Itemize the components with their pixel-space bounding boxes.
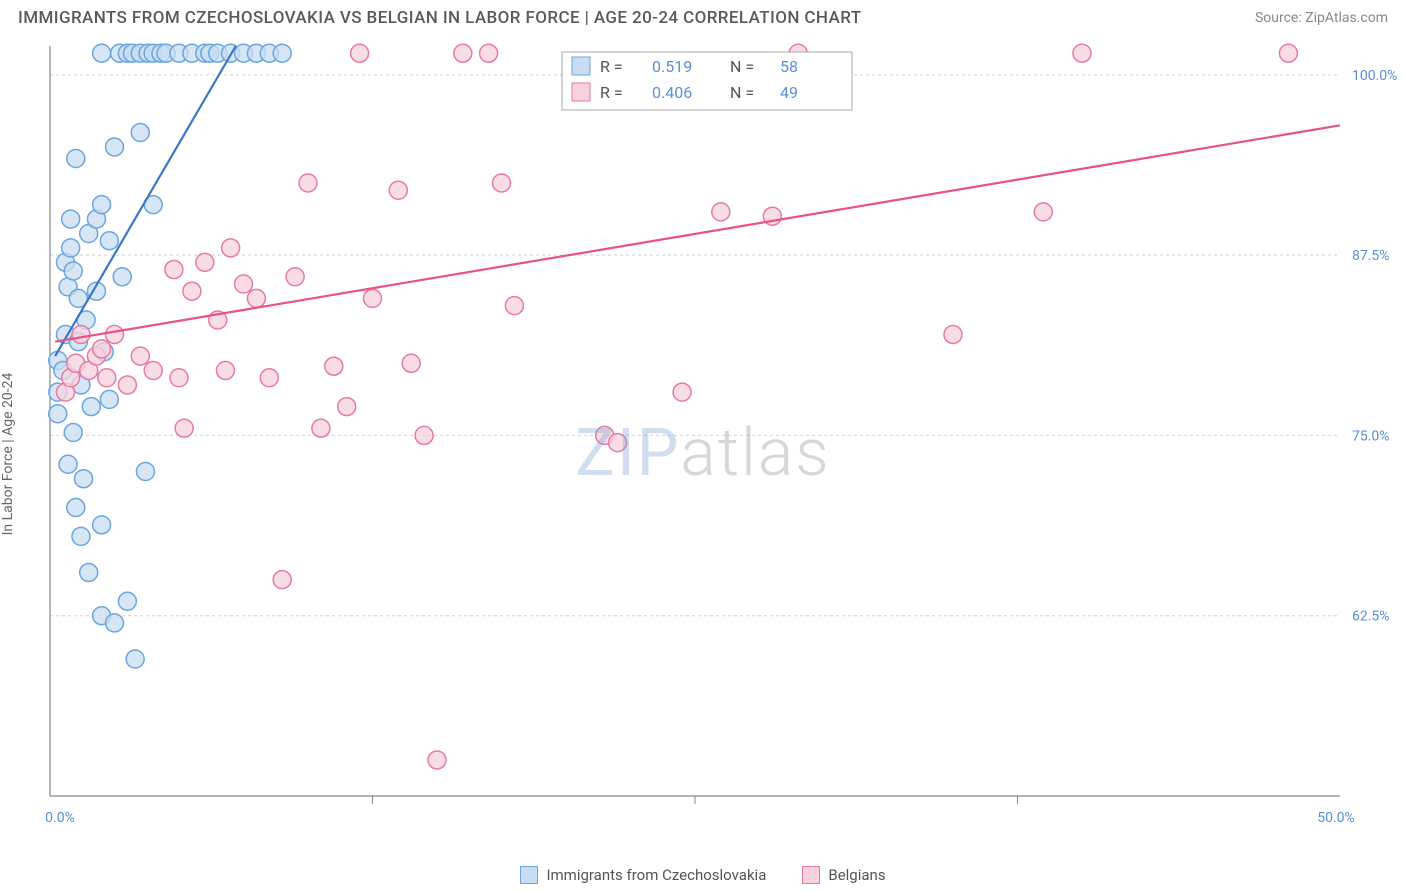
data-point [183, 282, 201, 300]
y-tick-label: 62.5% [1352, 609, 1390, 625]
data-point [222, 239, 240, 257]
data-point [216, 362, 234, 380]
data-point [351, 44, 369, 62]
data-point [75, 470, 93, 488]
trend-line [55, 46, 236, 356]
data-point [93, 44, 111, 62]
data-point [72, 325, 90, 343]
data-point [312, 419, 330, 437]
data-point [64, 424, 82, 442]
data-point [364, 289, 382, 307]
data-point [273, 44, 291, 62]
data-point [80, 563, 98, 581]
trend-line [55, 125, 1340, 341]
data-point [944, 325, 962, 343]
data-point [100, 390, 118, 408]
chart-legend: Immigrants from Czechoslovakia Belgians [0, 866, 1406, 884]
data-point [131, 347, 149, 365]
data-point [196, 253, 214, 271]
svg-text:50.0%: 50.0% [1317, 810, 1355, 826]
legend-swatch [802, 866, 820, 884]
y-tick-label: 87.5% [1352, 248, 1390, 264]
data-point [389, 181, 407, 199]
data-point [67, 499, 85, 517]
svg-text:49: 49 [780, 83, 798, 102]
data-point [64, 262, 82, 280]
data-point [712, 203, 730, 221]
data-point [106, 614, 124, 632]
data-point [62, 210, 80, 228]
svg-text:R =: R = [600, 57, 623, 76]
data-point [299, 174, 317, 192]
svg-text:58: 58 [780, 57, 798, 76]
data-point [493, 174, 511, 192]
data-point [402, 354, 420, 372]
data-point [126, 650, 144, 668]
legend-item: Belgians [802, 866, 885, 884]
legend-swatch [572, 57, 590, 75]
data-point [100, 232, 118, 250]
y-axis-label: In Labor Force | Age 20-24 [0, 373, 16, 536]
data-point [247, 289, 265, 307]
data-point [415, 426, 433, 444]
data-point [113, 268, 131, 286]
data-point [325, 357, 343, 375]
scatter-chart: 62.5% 75.0% 87.5% 100.0% 0.0% 50.0% R = 0.519 N … [0, 36, 1406, 856]
source-label: Source: ZipAtlas.com [1255, 10, 1388, 26]
data-point [144, 362, 162, 380]
svg-text:0.0%: 0.0% [45, 810, 75, 826]
data-point [118, 592, 136, 610]
data-point [62, 239, 80, 257]
svg-text:N =: N = [730, 83, 754, 102]
data-point [454, 44, 472, 62]
data-point [93, 516, 111, 534]
data-point [67, 150, 85, 168]
data-point [673, 383, 691, 401]
data-point [175, 419, 193, 437]
data-point [136, 462, 154, 480]
y-tick-label: 100.0% [1352, 68, 1397, 84]
data-point [235, 275, 253, 293]
data-point [170, 369, 188, 387]
data-point [1279, 44, 1297, 62]
data-point [428, 751, 446, 769]
data-point [98, 369, 116, 387]
data-point [1073, 44, 1091, 62]
legend-label: Belgians [828, 866, 885, 884]
data-point [118, 376, 136, 394]
data-point [609, 434, 627, 452]
legend-swatch [520, 866, 538, 884]
y-tick-label: 75.0% [1352, 428, 1390, 444]
data-point [59, 455, 77, 473]
legend-label: Immigrants from Czechoslovakia [546, 866, 766, 884]
data-point [338, 398, 356, 416]
data-point [72, 527, 90, 545]
data-point [82, 398, 100, 416]
data-point [106, 325, 124, 343]
legend-swatch [572, 83, 590, 101]
data-point [165, 261, 183, 279]
data-point [49, 405, 67, 423]
svg-text:N =: N = [730, 57, 754, 76]
data-point [260, 369, 278, 387]
legend-item: Immigrants from Czechoslovakia [520, 866, 766, 884]
data-point [505, 297, 523, 315]
data-point [480, 44, 498, 62]
data-point [286, 268, 304, 286]
svg-text:R =: R = [600, 83, 623, 102]
data-point [273, 571, 291, 589]
data-point [106, 138, 124, 156]
chart-title: IMMIGRANTS FROM CZECHOSLOVAKIA VS BELGIA… [18, 8, 862, 28]
svg-text:0.519: 0.519 [652, 57, 692, 76]
svg-text:0.406: 0.406 [652, 83, 692, 102]
data-point [131, 124, 149, 142]
data-point [93, 196, 111, 214]
data-point [1034, 203, 1052, 221]
data-point [93, 340, 111, 358]
